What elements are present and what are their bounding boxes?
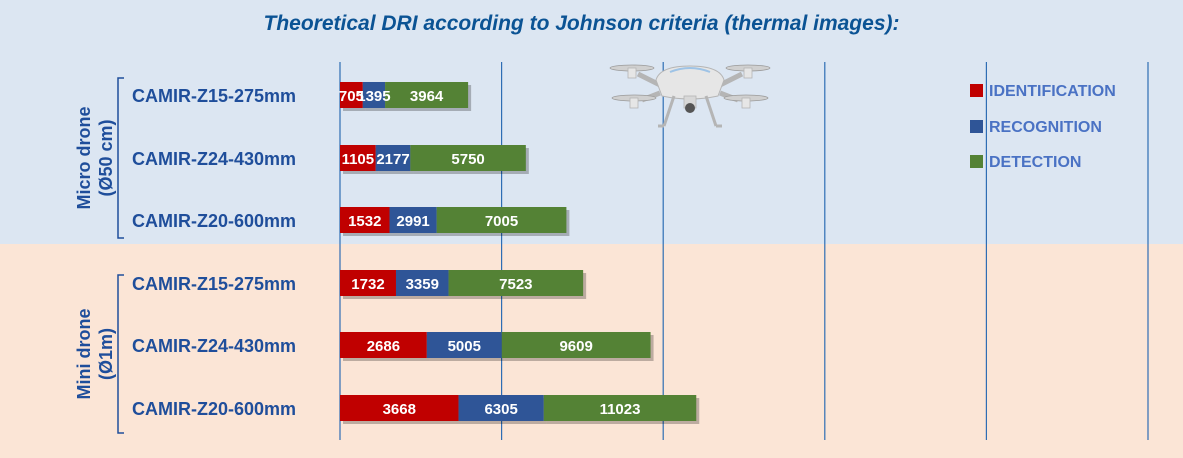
legend-label: IDENTIFICATION xyxy=(989,83,1116,100)
group-label-line: (Ø50 cm) xyxy=(96,119,116,196)
data-label: 3359 xyxy=(406,276,439,293)
legend-label: RECOGNITION xyxy=(989,119,1102,136)
category-label: CAMIR-Z20-600mm xyxy=(132,399,296,419)
legend-swatch xyxy=(970,84,983,97)
data-label: 5750 xyxy=(451,151,484,168)
bar-identification xyxy=(340,395,459,421)
bar-identification xyxy=(340,332,427,358)
group-label-line: (Ø1m) xyxy=(96,328,116,380)
chart-title: Theoretical DRI according to Johnson cri… xyxy=(264,12,900,35)
drone-arm xyxy=(636,71,744,103)
data-label: 1732 xyxy=(351,276,384,293)
bar-detection xyxy=(501,332,651,358)
bar-recognition xyxy=(389,207,437,233)
data-label: 2991 xyxy=(396,213,429,230)
bar-recognition xyxy=(375,145,411,171)
bar-identification xyxy=(340,145,376,171)
bar-detection xyxy=(448,270,584,296)
data-label: 1532 xyxy=(348,213,381,230)
drone-body xyxy=(655,65,725,100)
drone-motor xyxy=(629,97,639,109)
group-label: Micro drone (Ø50 cm) xyxy=(74,106,116,209)
data-label: 7523 xyxy=(499,276,532,293)
group-bracket xyxy=(117,274,124,434)
data-label: 705 xyxy=(339,88,364,105)
drone-motor xyxy=(627,67,637,79)
drone-stripe xyxy=(669,67,711,73)
data-label: 2177 xyxy=(376,151,409,168)
drone-motor xyxy=(741,97,751,109)
drone-landing-gear xyxy=(658,95,722,128)
category-label: CAMIR-Z24-430mm xyxy=(132,149,296,169)
bar-detection xyxy=(385,82,469,108)
legend-swatch xyxy=(970,120,983,133)
category-label: CAMIR-Z24-430mm xyxy=(132,336,296,356)
legend-label: DETECTION xyxy=(989,154,1081,171)
bar-recognition xyxy=(426,332,502,358)
bar-detection xyxy=(410,145,526,171)
bar-detection xyxy=(543,395,697,421)
bar-recognition xyxy=(458,395,544,421)
data-label: 11023 xyxy=(600,401,641,418)
bar-recognition xyxy=(362,82,386,108)
data-label: 6305 xyxy=(484,401,517,418)
data-label: 3668 xyxy=(383,401,416,418)
drone-motor xyxy=(743,67,753,79)
data-label: 3964 xyxy=(410,88,444,105)
data-label: 2686 xyxy=(367,338,400,355)
drone-camera-lens xyxy=(685,103,695,113)
data-label: 1105 xyxy=(342,151,375,168)
group-bracket xyxy=(117,77,124,239)
data-label: 9609 xyxy=(559,338,592,355)
data-label: 1395 xyxy=(357,88,390,105)
bar-identification xyxy=(340,82,363,108)
drone-icon xyxy=(609,64,771,128)
bar-identification xyxy=(340,270,396,296)
group-label-line: Mini drone xyxy=(74,309,94,400)
group-label-line: Micro drone xyxy=(74,106,94,209)
data-label: 7005 xyxy=(485,213,518,230)
category-label: CAMIR-Z15-275mm xyxy=(132,86,296,106)
legend-swatch xyxy=(970,155,983,168)
bar-identification xyxy=(340,207,390,233)
bar-detection xyxy=(436,207,567,233)
category-label: CAMIR-Z15-275mm xyxy=(132,274,296,294)
category-label: CAMIR-Z20-600mm xyxy=(132,211,296,231)
data-label: 5005 xyxy=(448,338,481,355)
bar-recognition xyxy=(395,270,449,296)
group-label: Mini drone (Ø1m) xyxy=(74,309,116,400)
